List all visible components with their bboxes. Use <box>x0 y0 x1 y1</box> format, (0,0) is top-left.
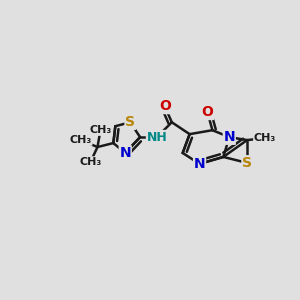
Text: N: N <box>194 157 205 171</box>
Text: N: N <box>224 130 235 144</box>
Text: NH: NH <box>147 130 167 144</box>
Text: CH₃: CH₃ <box>80 157 102 167</box>
Text: CH₃: CH₃ <box>70 135 92 145</box>
Text: CH₃: CH₃ <box>89 125 112 135</box>
Text: S: S <box>125 115 135 129</box>
Text: S: S <box>242 156 252 170</box>
Text: O: O <box>202 105 213 119</box>
Text: CH₃: CH₃ <box>254 133 276 143</box>
Text: O: O <box>159 99 171 113</box>
Text: N: N <box>119 146 131 160</box>
